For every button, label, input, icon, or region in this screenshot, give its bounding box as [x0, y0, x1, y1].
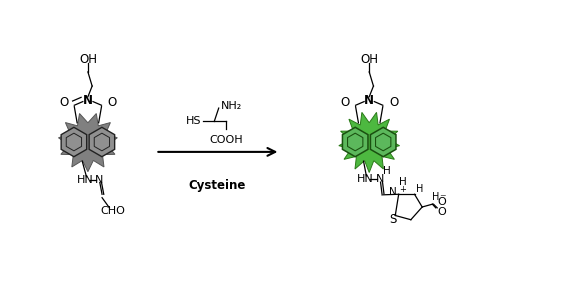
Text: +: + — [399, 185, 407, 194]
Polygon shape — [89, 127, 114, 157]
Text: O: O — [108, 97, 117, 110]
Text: Cysteine: Cysteine — [188, 179, 246, 192]
Text: COOH: COOH — [209, 135, 243, 145]
Text: H: H — [399, 178, 407, 187]
Text: N: N — [364, 94, 374, 107]
Text: H: H — [416, 184, 424, 194]
Text: O: O — [437, 207, 446, 217]
Text: N: N — [376, 174, 384, 184]
Text: O: O — [437, 197, 446, 207]
Text: CHO: CHO — [101, 206, 126, 216]
Text: OH: OH — [360, 53, 378, 66]
Text: N: N — [389, 187, 396, 197]
Polygon shape — [371, 127, 396, 157]
Text: H: H — [432, 191, 439, 202]
Text: HN: HN — [77, 175, 94, 185]
Text: NH₂: NH₂ — [221, 101, 241, 110]
Polygon shape — [339, 112, 399, 172]
Text: ⁻: ⁻ — [439, 192, 446, 205]
Polygon shape — [61, 127, 87, 157]
Text: OH: OH — [79, 53, 97, 66]
Text: N: N — [83, 94, 93, 107]
Text: O: O — [389, 97, 398, 110]
Text: O: O — [59, 97, 68, 110]
Text: S: S — [389, 213, 396, 226]
Text: N: N — [95, 175, 103, 185]
Polygon shape — [342, 127, 368, 157]
Text: H: H — [383, 166, 391, 176]
Text: O: O — [340, 97, 350, 110]
Text: HN: HN — [356, 174, 373, 184]
Text: HS: HS — [186, 116, 202, 126]
Polygon shape — [59, 114, 117, 172]
